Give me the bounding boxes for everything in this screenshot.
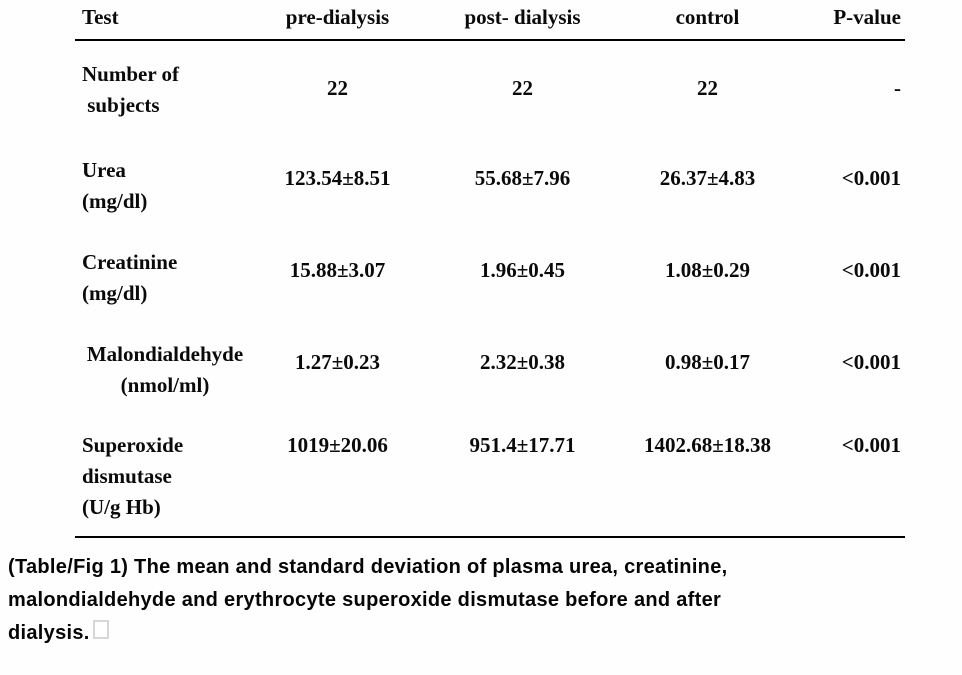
cell-control: 26.37±4.83 (659, 166, 756, 190)
table-row-malondialdehyde: Malondialdehyde (nmol/ml) 1.27±0.23 2.32… (75, 327, 905, 420)
table-row-superoxide-dismutase: Superoxide dismutase (U/g Hb) 1019±20.06… (75, 420, 905, 537)
table-caption: (Table/Fig 1) The mean and standard devi… (8, 551, 948, 650)
cell-pre-dialysis: 123.54±8.51 (284, 166, 391, 190)
column-header-control: control (625, 0, 790, 41)
results-table: Test pre-dialysis post- dialysis control… (75, 0, 905, 538)
cell-pre-dialysis: 15.88±3.07 (289, 258, 386, 282)
cell-control: 22 (697, 76, 718, 100)
table-row-number-of-subjects: Number of subjects 22 22 22 - (75, 40, 905, 143)
column-header-test: Test (75, 0, 255, 41)
table-row-urea: Urea (mg/dl) 123.54±8.51 55.68±7.96 26.3… (75, 143, 905, 235)
cell-post-dialysis: 55.68±7.96 (474, 166, 571, 190)
cell-p-value: <0.001 (841, 433, 901, 457)
column-header-p-value: P-value (790, 0, 905, 41)
cell-post-dialysis: 2.32±0.38 (479, 350, 566, 374)
cell-test-label: Number of subjects (82, 62, 180, 117)
column-header-pre-dialysis: pre-dialysis (255, 0, 420, 41)
cell-pre-dialysis: 1.27±0.23 (294, 350, 381, 374)
cell-test-label: Creatinine (mg/dl) (82, 250, 178, 305)
cell-test-label: Urea (mg/dl) (82, 158, 148, 213)
cell-p-value: - (894, 76, 901, 100)
missing-glyph-box (92, 620, 109, 639)
column-header-post-dialysis: post- dialysis (420, 0, 625, 41)
table-header-row: Test pre-dialysis post- dialysis control… (75, 0, 905, 41)
cell-p-value: <0.001 (841, 166, 901, 190)
cell-post-dialysis: 22 (512, 76, 533, 100)
cell-control: 1.08±0.29 (664, 258, 751, 282)
cell-post-dialysis: 951.4±17.71 (469, 433, 576, 457)
cell-p-value: <0.001 (841, 350, 901, 374)
cell-control: 1402.68±18.38 (643, 433, 772, 457)
cell-test-label: Malondialdehyde (nmol/ml) (86, 342, 244, 397)
cell-control: 0.98±0.17 (664, 350, 751, 374)
cell-test-label: Superoxide dismutase (U/g Hb) (82, 433, 184, 519)
cell-p-value: <0.001 (841, 258, 901, 282)
cell-post-dialysis: 1.96±0.45 (479, 258, 566, 282)
table-row-creatinine: Creatinine (mg/dl) 15.88±3.07 1.96±0.45 … (75, 235, 905, 327)
cell-pre-dialysis: 1019±20.06 (287, 433, 388, 457)
cell-pre-dialysis: 22 (327, 76, 348, 100)
table-caption-text: (Table/Fig 1) The mean and standard devi… (8, 556, 728, 644)
